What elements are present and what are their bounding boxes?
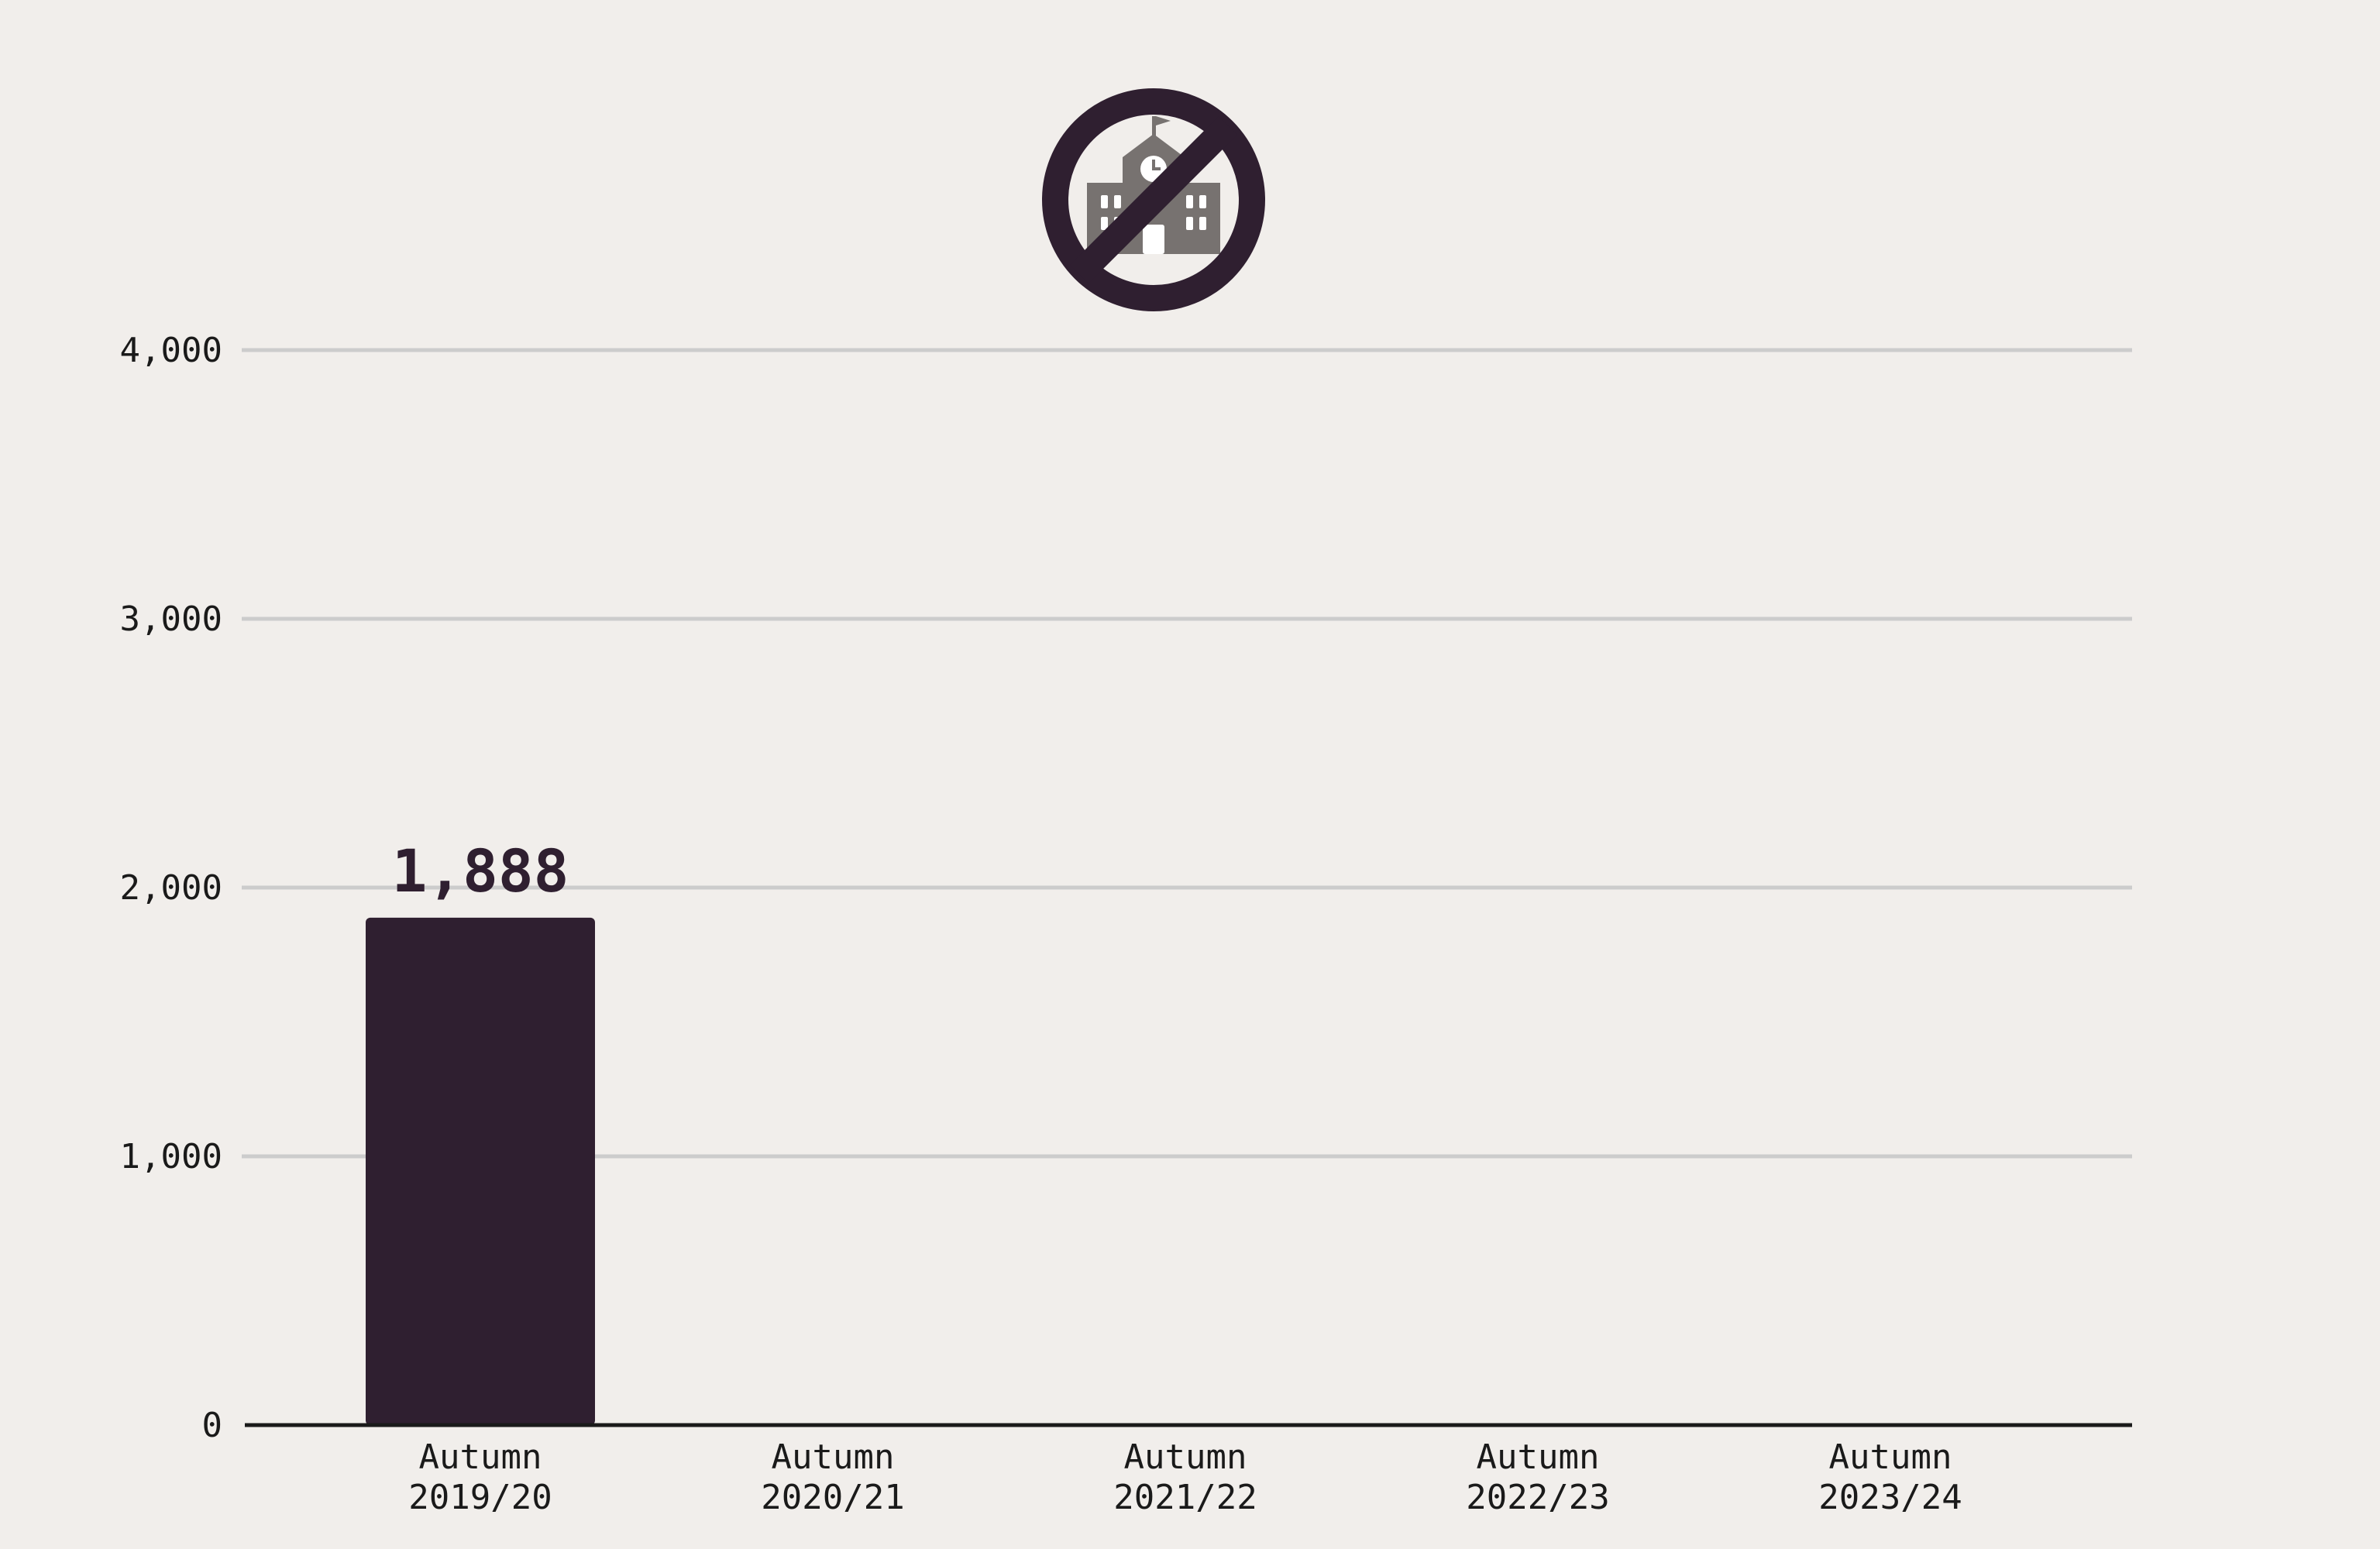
x-tick-label: Autumn 2023/24 bbox=[1818, 1437, 1962, 1517]
no-school-icon bbox=[1042, 88, 1265, 311]
bar bbox=[366, 917, 595, 1425]
y-tick-label: 3,000 bbox=[120, 599, 222, 639]
y-tick-label: 0 bbox=[202, 1406, 223, 1445]
x-tick-label: Autumn 2019/20 bbox=[408, 1437, 552, 1517]
x-tick-label: Autumn 2021/22 bbox=[1113, 1437, 1257, 1517]
x-tick-label: Autumn 2020/21 bbox=[761, 1437, 904, 1517]
bars bbox=[366, 917, 595, 1425]
bar-data-label: 1,888 bbox=[392, 836, 569, 905]
x-axis-ticks: Autumn 2019/20 Autumn 2020/21 Autumn 2021/22 A… bbox=[408, 1437, 1962, 1517]
x-tick-label: Autumn 2022/23 bbox=[1466, 1437, 1609, 1517]
y-tick-label: 4,000 bbox=[120, 331, 222, 370]
data-labels: 1,888 bbox=[392, 836, 569, 905]
y-tick-label: 2,000 bbox=[120, 868, 222, 908]
y-axis-ticks: 0 1,000 2,000 3,000 4,000 bbox=[120, 331, 222, 1445]
y-tick-label: 1,000 bbox=[120, 1137, 222, 1176]
